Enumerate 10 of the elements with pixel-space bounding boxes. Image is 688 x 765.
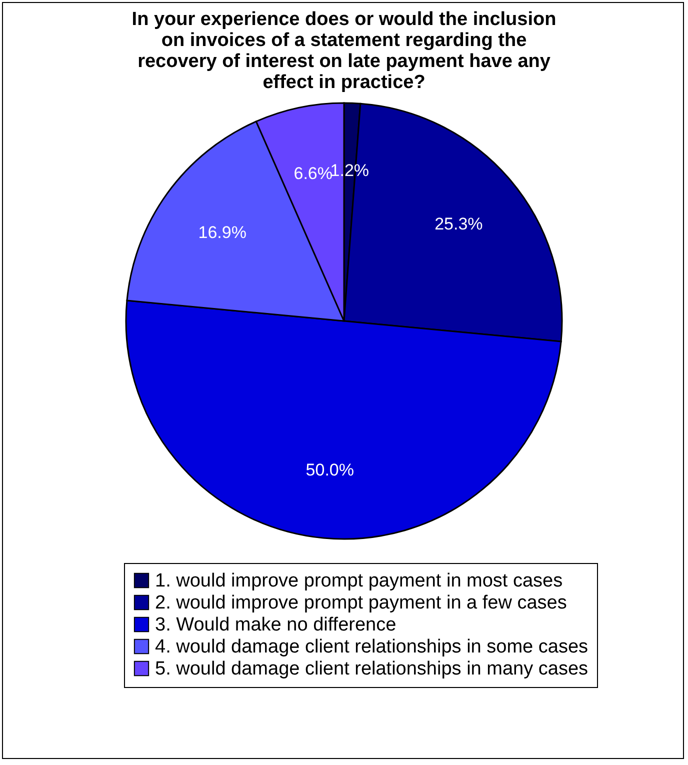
data-label: 25.3% [434, 214, 483, 234]
legend-label: 3. Would make no difference [155, 614, 396, 636]
data-label: 16.9% [198, 223, 246, 242]
data-label: 6.6% [294, 164, 332, 184]
data-label: 50.0% [306, 460, 354, 480]
legend-label: 2. would improve prompt payment in a few cases [155, 592, 567, 614]
legend-label: 1. would improve prompt payment in most cases [155, 570, 563, 592]
chart-title: In your experience does or would the inclusion on invoices of a statement regarding the recovery of interest on late payment have any effect in practice? [132, 9, 556, 93]
legend-label: 4. would damage client relationships in some cases [155, 636, 588, 658]
legend-label: 5. would damage client relationships in many cases [155, 658, 588, 680]
